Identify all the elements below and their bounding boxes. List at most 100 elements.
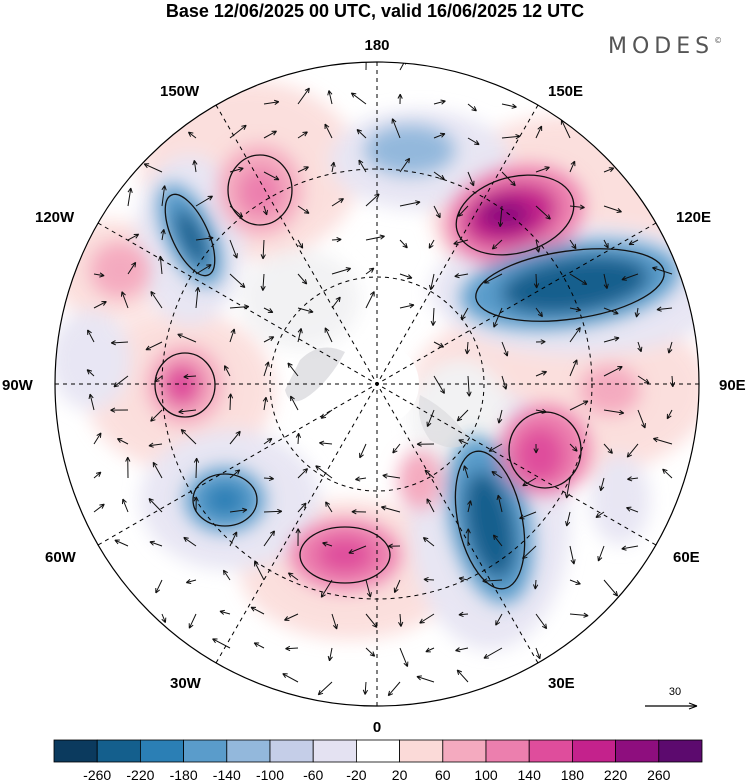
wind-arrow [467, 137, 480, 146]
wind-arrow [453, 239, 469, 246]
label-120w: 120W [35, 209, 75, 226]
wind-arrow [569, 326, 581, 343]
label-90w: 90W [2, 377, 34, 394]
wind-arrow [287, 362, 299, 377]
colorbar-tick-label: 260 [647, 767, 671, 783]
wind-arrow [627, 476, 639, 482]
wind-arrow [569, 359, 578, 377]
wind-arrow [229, 531, 238, 547]
wind-arrow [263, 307, 274, 313]
wind-arrow [483, 647, 503, 659]
wind-arrow [229, 273, 246, 289]
wind-arrow [365, 193, 380, 207]
wind-arrow [358, 159, 367, 173]
wind-arrow [195, 264, 212, 275]
wind-arrow [193, 457, 200, 479]
wind-arrow [433, 341, 445, 348]
wind-arrow [229, 124, 247, 139]
wind-arrow [297, 205, 310, 214]
wind-arrow [399, 303, 415, 309]
wind-arrow [87, 329, 95, 343]
wind-arrow [263, 130, 277, 139]
wind-arrow [110, 407, 129, 413]
wind-arrow [320, 579, 333, 598]
wind-arrow [569, 306, 582, 312]
wind-arrow [331, 198, 344, 207]
wind-arrow [113, 375, 129, 388]
wind-arrow [297, 468, 309, 479]
wind-arrow [519, 511, 537, 520]
brand-mark: © [714, 36, 723, 45]
wind-arrow [428, 273, 435, 291]
wind-arrow [317, 681, 333, 696]
wind-arrow [603, 336, 620, 343]
wind-arrow [88, 393, 95, 411]
colorbar-ticks: -260 -220 -180 -140 -100 -60 -20 20 60 100 140 180 2… [83, 767, 671, 783]
map-disc [55, 62, 699, 706]
wind-arrow [331, 237, 342, 243]
colorbar-segment [183, 739, 228, 763]
wind-arrow [365, 613, 378, 628]
wind-arrow [433, 375, 445, 394]
wind-arrow [127, 233, 140, 241]
wind-arrow [180, 429, 197, 445]
colorbar-segment [442, 739, 487, 763]
wind-arrow [458, 576, 469, 582]
wind-arrow [535, 647, 541, 660]
wind-arrow [535, 339, 546, 345]
wind-arrow [219, 609, 231, 615]
wind-arrow [419, 613, 435, 624]
wind-arrow [399, 273, 413, 280]
wind-arrow [160, 229, 166, 241]
wind-arrow [158, 255, 164, 275]
wind-arrow [597, 545, 605, 562]
wind-arrow [161, 613, 167, 623]
wind-arrow [460, 307, 469, 321]
wind-arrow [253, 642, 265, 649]
wind-arrow [193, 496, 199, 513]
wind-arrow [569, 612, 589, 618]
wind-arrow [263, 99, 280, 105]
label-150w: 150W [160, 83, 200, 100]
colorbar-segment [355, 739, 400, 763]
wind-arrow [188, 613, 197, 629]
wind-arrow [195, 195, 214, 207]
wind-arrow [223, 365, 231, 377]
wind-arrow [262, 396, 268, 411]
wind-arrow [86, 369, 95, 377]
brand-text: MODES [608, 34, 715, 59]
wind-arrow [297, 307, 314, 314]
wind-arrow [382, 473, 401, 479]
wind-arrow [387, 681, 401, 697]
wind-arrow [229, 239, 238, 259]
wind-arrow [93, 471, 102, 479]
colorbar-tick-label: 220 [604, 767, 628, 783]
wind-arrow [621, 545, 639, 551]
wind-arrow [497, 409, 503, 424]
wind-arrow [458, 611, 469, 618]
wind-arrow [229, 430, 241, 445]
wind-arrow [569, 273, 588, 285]
wind-arrow [391, 118, 401, 139]
wind-arrow [392, 443, 401, 454]
colorbar-tick-label: 100 [474, 767, 498, 783]
wind-arrow [603, 167, 615, 173]
wind-arrow [263, 475, 274, 482]
wind-arrow [603, 273, 609, 289]
wind-arrow [282, 673, 299, 683]
wind-arrow [185, 578, 197, 585]
wind-arrow [297, 273, 308, 285]
wind-arrow [569, 204, 585, 210]
wind-arrow [297, 87, 310, 105]
wind-arrow [569, 545, 576, 565]
label-60w: 60W [45, 549, 77, 566]
wind-arrow [456, 669, 469, 683]
wind-arrow [178, 408, 197, 415]
wind-arrow [330, 161, 336, 173]
colorbar-segment [528, 739, 573, 763]
colorbar-segment [615, 739, 660, 763]
wind-arrow [397, 93, 403, 105]
wind-arrow [599, 477, 605, 492]
wind-arrow [482, 578, 503, 584]
wind-arrow [319, 440, 333, 446]
